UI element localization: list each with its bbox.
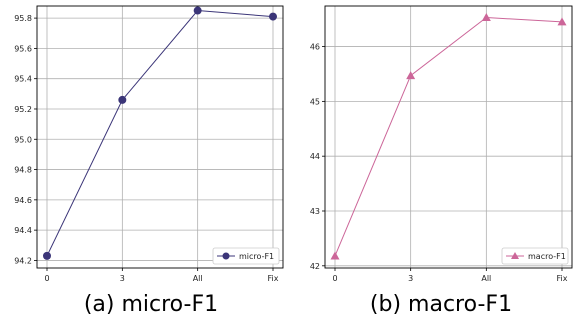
panel-a-caption: (a) micro-F1 <box>84 292 218 317</box>
data-point <box>193 6 202 15</box>
y-tick-label: 94.2 <box>14 256 32 265</box>
data-point <box>406 71 416 80</box>
axes-frame <box>324 5 573 269</box>
legend-label: macro-F1 <box>528 252 566 261</box>
y-tick-label: 94.4 <box>14 226 32 235</box>
y-tick-label: 95.2 <box>14 105 32 114</box>
data-point <box>269 12 277 21</box>
panel-b-caption: (b) macro-F1 <box>370 292 512 317</box>
data-point <box>481 13 491 22</box>
data-point <box>330 251 340 260</box>
legend-box <box>212 247 280 265</box>
series-line <box>46 10 274 257</box>
x-tick-label: Fix <box>268 274 279 283</box>
y-tick-label: 45 <box>310 97 320 106</box>
legend-box <box>501 247 569 265</box>
y-tick-label: 95.6 <box>14 44 32 53</box>
y-tick-label: 94.8 <box>14 166 32 175</box>
y-tick-label: 46 <box>310 43 320 52</box>
data-point <box>118 95 127 104</box>
data-point <box>557 17 567 26</box>
x-tick-label: 0 <box>44 274 49 283</box>
y-tick-label: 95.8 <box>14 14 32 23</box>
x-tick-label: All <box>193 274 203 283</box>
x-tick-label: Fix <box>557 274 568 283</box>
y-tick-label: 44 <box>310 152 320 161</box>
series-line <box>334 17 563 257</box>
x-tick-label: All <box>481 274 491 283</box>
x-tick-label: 3 <box>408 274 413 283</box>
y-tick-label: 42 <box>310 262 320 271</box>
axes-frame <box>36 5 284 269</box>
panel-a-plot: 94.2 94.4 94.6 94.8 95.0 95.2 95.4 95.6 95.8 0 3 Al… <box>14 5 284 317</box>
y-tick-label: 43 <box>310 207 320 216</box>
y-tick-label: 95.0 <box>14 135 32 144</box>
panel-b-plot: 42 43 44 45 46 0 3 All Fix macro-F1 (b) macro-F1 <box>310 5 573 317</box>
legend-marker <box>222 252 230 260</box>
x-tick-label: 3 <box>120 274 125 283</box>
y-tick-label: 95.4 <box>14 75 32 84</box>
legend-marker <box>511 252 519 259</box>
data-point <box>43 251 51 260</box>
y-tick-label: 94.6 <box>14 196 32 205</box>
legend-label: micro-F1 <box>239 252 274 261</box>
x-tick-label: 0 <box>332 274 337 283</box>
